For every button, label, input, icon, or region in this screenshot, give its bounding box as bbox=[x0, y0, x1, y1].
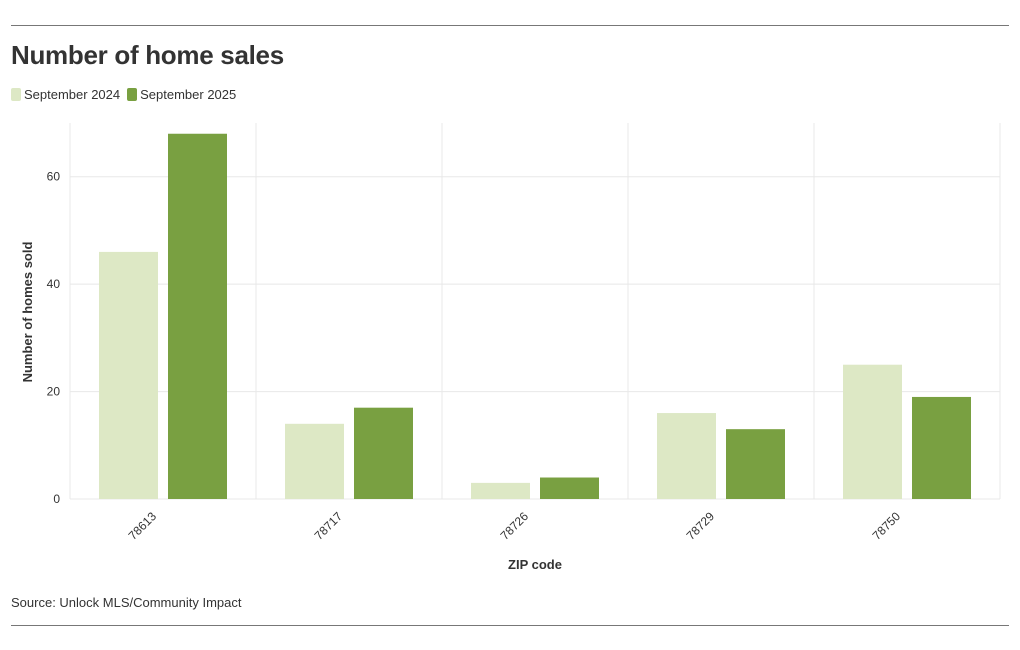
bar-78717-september-2024[interactable] bbox=[285, 423, 344, 499]
bar-78613-september-2025[interactable] bbox=[168, 133, 227, 499]
y-tick-label: 0 bbox=[53, 492, 60, 506]
bottom-divider bbox=[11, 625, 1009, 626]
x-tick-label: 78750 bbox=[870, 509, 904, 543]
legend-label-september-2024: September 2024 bbox=[24, 87, 121, 102]
bar-chart: 0 20 40 60 78613 78717 78726 78729 78750 Number … bbox=[20, 123, 1001, 572]
y-tick-label: 60 bbox=[47, 170, 61, 184]
bars bbox=[99, 133, 971, 499]
legend-swatch-september-2024 bbox=[11, 88, 21, 101]
bar-78726-september-2024[interactable] bbox=[471, 482, 530, 499]
y-axis-label: Number of homes sold bbox=[20, 242, 35, 383]
legend: September 2024 September 2025 bbox=[11, 87, 243, 102]
bar-78726-september-2025[interactable] bbox=[540, 477, 599, 499]
bar-78613-september-2024[interactable] bbox=[99, 251, 158, 499]
bar-78750-september-2025[interactable] bbox=[912, 396, 971, 499]
x-tick-label: 78726 bbox=[498, 509, 532, 543]
bar-78717-september-2025[interactable] bbox=[354, 407, 413, 499]
bar-78729-september-2025[interactable] bbox=[726, 429, 785, 499]
top-divider bbox=[11, 25, 1009, 26]
y-tick-label: 40 bbox=[47, 277, 61, 291]
legend-item-september-2024[interactable]: September 2024 bbox=[11, 87, 120, 102]
source-note: Source: Unlock MLS/Community Impact bbox=[11, 595, 242, 610]
bar-78750-september-2024[interactable] bbox=[843, 364, 902, 499]
chart-title: Number of home sales bbox=[11, 40, 284, 70]
bar-78729-september-2024[interactable] bbox=[657, 413, 716, 499]
legend-swatch-september-2025 bbox=[127, 88, 138, 101]
legend-item-september-2025[interactable]: September 2025 bbox=[127, 87, 236, 102]
legend-label-september-2025: September 2025 bbox=[140, 87, 237, 102]
x-tick-label: 78613 bbox=[126, 509, 160, 543]
x-tick-label: 78717 bbox=[312, 509, 346, 543]
y-tick-label: 20 bbox=[47, 385, 61, 399]
x-axis-label: ZIP code bbox=[508, 557, 562, 572]
x-tick-label: 78729 bbox=[684, 509, 718, 543]
